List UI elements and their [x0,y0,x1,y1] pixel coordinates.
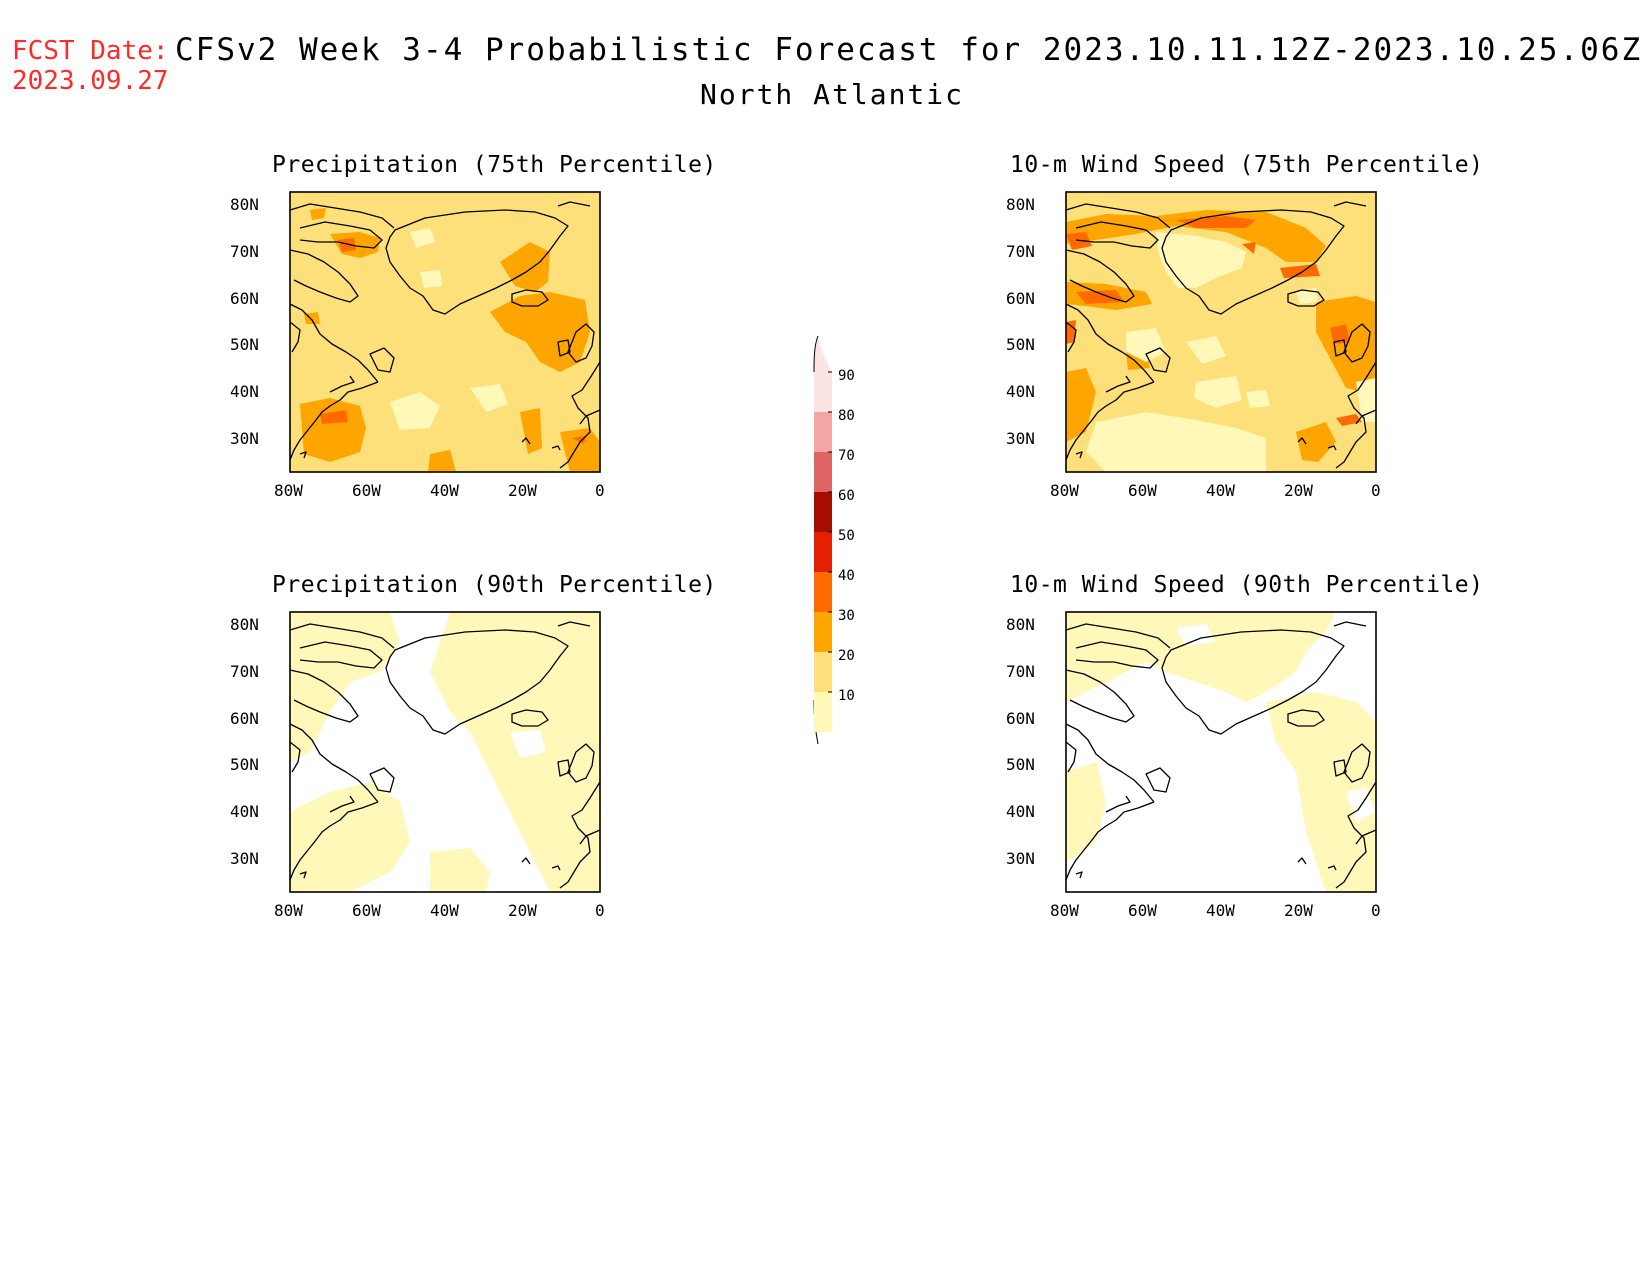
colorbar-tick-label: 70 [838,448,855,464]
lat-label: 40N [1006,802,1035,821]
lat-label: 40N [1006,382,1035,401]
colorbar-tick-label: 80 [838,408,855,424]
panel-title-wind-75: 10-m Wind Speed (75th Percentile) [1010,152,1484,178]
lat-label: 50N [1006,755,1035,774]
lat-label: 50N [1006,335,1035,354]
colorbar-labels: 90 80 70 60 50 40 30 20 10 [838,368,855,704]
lon-label: 60W [1128,901,1157,920]
lat-label: 50N [230,755,259,774]
colorbar-box [814,492,832,532]
fcst-date-value: 2023.09.27 [12,66,169,96]
map-wind-90: 80N 70N 60N 50N 40N 30N 80W 60W 40W 20W … [1006,611,1381,920]
lon-label: 60W [1128,481,1157,500]
colorbar-tick-label: 10 [838,688,855,704]
lat-label: 30N [1006,849,1035,868]
lon-label: 40W [430,481,459,500]
shading-40-50 [320,238,586,444]
figure-title: CFSv2 Week 3-4 Probabilistic Forecast fo… [175,32,1643,68]
colorbar-tick-label: 30 [838,608,855,624]
lon-label: 0 [1371,901,1381,920]
lat-label: 30N [1006,429,1035,448]
colorbar-tick-label: 90 [838,368,855,384]
lat-label: 60N [230,709,259,728]
lat-label: 80N [1006,195,1035,214]
colorbar-box [814,652,832,692]
lat-label: 70N [1006,662,1035,681]
lat-label: 30N [230,429,259,448]
lon-label: 20W [508,901,537,920]
colorbar-box [814,452,832,492]
lon-label: 60W [352,481,381,500]
lon-label: 0 [1371,481,1381,500]
lon-label: 40W [1206,481,1235,500]
lat-label: 60N [1006,289,1035,308]
shading-10-20 [290,612,600,892]
shading-30-40 [300,208,600,472]
panel-title-precip-90: Precipitation (90th Percentile) [272,572,717,598]
map-precip-90: 80N 70N 60N 50N 40N 30N 80W 60W 40W 20W … [230,611,605,920]
lon-label: 20W [508,481,537,500]
lat-label: 50N [230,335,259,354]
colorbar-tick-label: 20 [838,648,855,664]
colorbar-box [814,692,832,732]
lon-label: 0 [595,481,605,500]
lat-label: 70N [1006,242,1035,261]
lat-label: 30N [230,849,259,868]
lon-label: 40W [430,901,459,920]
colorbar-box [814,572,832,612]
colorbar-box [814,612,832,652]
lon-label: 40W [1206,901,1235,920]
panel-title-wind-90: 10-m Wind Speed (90th Percentile) [1010,572,1484,598]
lon-label: 80W [274,481,303,500]
lat-label: 80N [230,615,259,634]
shading-40-50 [1066,216,1362,426]
map-precip-75: 80N 70N 60N 50N 40N 30N 80W 60W 40W 20W … [230,191,605,500]
lat-label: 70N [230,662,259,681]
lon-label: 20W [1284,481,1313,500]
lat-label: 60N [1006,709,1035,728]
colorbar-boxes [814,371,832,732]
fcst-date-label: FCST Date: [12,36,169,66]
colorbar-box [814,372,832,412]
colorbar-tick-label: 60 [838,488,855,504]
lon-label: 0 [595,901,605,920]
shading-10-20 [1066,612,1376,892]
lat-label: 60N [230,289,259,308]
lon-label: 80W [1050,901,1079,920]
lon-label: 60W [352,901,381,920]
colorbar-tick-label: 50 [838,528,855,544]
colorbar-tick-label: 40 [838,568,855,584]
colorbar: 90 80 70 60 50 40 30 20 10 [813,335,855,745]
lon-label: 80W [1050,481,1079,500]
lon-label: 20W [1284,901,1313,920]
lat-label: 80N [1006,615,1035,634]
lat-label: 70N [230,242,259,261]
lat-label: 80N [230,195,259,214]
colorbar-box [814,532,832,572]
shading-10-20 [390,228,508,430]
colorbar-box [814,412,832,452]
lat-label: 40N [230,382,259,401]
shading-10-20 [1086,232,1376,472]
map-wind-75: 80N 70N 60N 50N 40N 30N 80W 60W 40W 20W … [1006,191,1381,500]
colorbar-top-cap [814,336,832,372]
lat-label: 40N [230,802,259,821]
lon-label: 80W [274,901,303,920]
region-title: North Atlantic [700,78,965,111]
panel-title-precip-75: Precipitation (75th Percentile) [272,152,717,178]
